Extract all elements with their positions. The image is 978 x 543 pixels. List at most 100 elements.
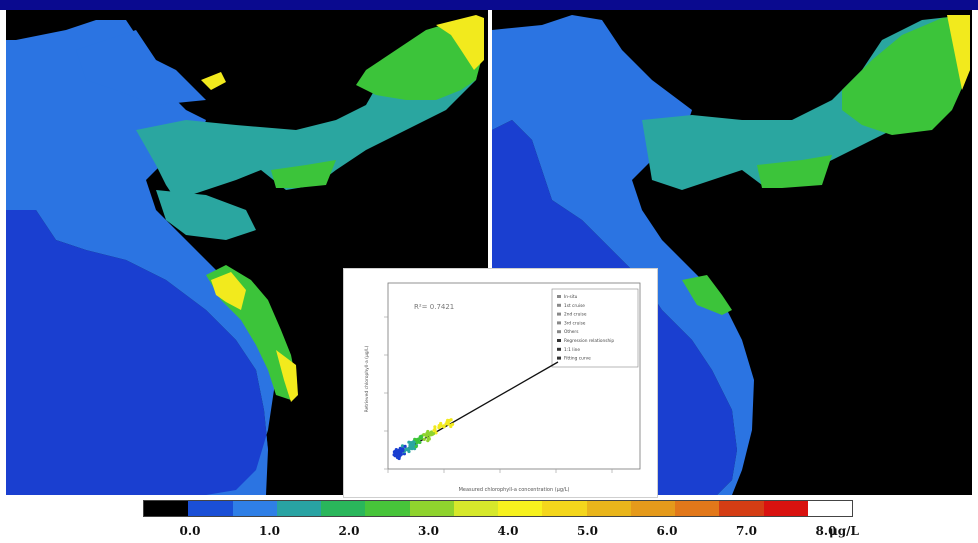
colorbar-segment: [453, 501, 498, 516]
scatter-inset: R²= 0.7421 Retrieved chlorophyll-a (μg/L…: [343, 268, 658, 498]
colorbar-segment: [365, 501, 410, 516]
legend-entry: In-situ: [564, 294, 578, 300]
scatter-point: [445, 420, 449, 424]
scatter-point: [426, 439, 430, 443]
colorbar-segment: [542, 501, 587, 516]
legend: In-situ 1st cruise 2nd cruise 3rd cruise Oth…: [557, 294, 614, 362]
bay-water: [6, 20, 276, 495]
colorbar-segment: [675, 501, 720, 516]
y-ticks: [384, 316, 388, 470]
center-coastal-green: [271, 160, 336, 188]
island: [236, 200, 242, 206]
colorbar-segment: [719, 501, 764, 516]
scatter-point: [415, 440, 419, 444]
colorbar-tick-label: 4.0: [497, 524, 519, 538]
colorbar-segment: [321, 501, 366, 516]
legend-marker: [557, 339, 561, 342]
scatter-point: [393, 453, 397, 457]
colorbar-unit: μg/L: [829, 524, 859, 538]
scatter-point: [414, 444, 418, 449]
ne-coastal-green: [356, 18, 484, 100]
scatter-point: [419, 436, 424, 440]
legend-entry: Regression relationship: [564, 338, 614, 344]
scatter-point: [408, 443, 412, 447]
colorbar-tick-label: 7.0: [736, 524, 757, 538]
scatter-point: [449, 418, 453, 422]
top-band: [0, 0, 978, 10]
chlorophyll-map-left: [6, 10, 488, 495]
legend-entry: 1st cruise: [564, 303, 585, 309]
colorbar-tick-label: 5.0: [577, 524, 598, 538]
scatter-point: [406, 447, 410, 452]
deep-sea: [6, 210, 268, 495]
scatter-point: [411, 440, 416, 444]
colorbar-tick-label: 0.0: [179, 524, 201, 538]
legend-marker: [557, 295, 561, 298]
colorbar-segment: [586, 501, 631, 516]
colorbar-segment: [807, 501, 852, 516]
colorbar-tick-label: 2.0: [338, 524, 360, 538]
colorbar-segment: [276, 501, 321, 516]
scatter-point: [395, 449, 399, 453]
scatter-point: [422, 437, 426, 441]
shelf-channel-lower: [156, 190, 256, 240]
colorbar-segment: [144, 501, 189, 516]
scatter-point: [399, 452, 403, 456]
colorbar-segment: [409, 501, 454, 516]
legend-box: [551, 288, 639, 368]
scatter-point: [413, 437, 417, 441]
center-coastal-green: [757, 155, 832, 188]
scatter-point: [442, 425, 446, 429]
bay-water: [492, 15, 754, 495]
island: [502, 130, 516, 140]
island: [226, 185, 234, 193]
ne-coastal-yellow: [436, 15, 484, 70]
colorbar-segment: [630, 501, 675, 516]
scatter-point: [427, 431, 431, 435]
north-yellow-spot: [201, 72, 226, 90]
scatter-point: [403, 444, 407, 448]
colorbar: [143, 500, 853, 517]
scatter-point: [439, 424, 443, 428]
x-ticks: [387, 469, 613, 473]
scatter-points: [392, 418, 455, 461]
colorbar-tick-label: 3.0: [418, 524, 439, 538]
scatter-point: [451, 422, 455, 426]
upper-inlet: [76, 30, 206, 105]
se-coastal-yellow-2: [276, 350, 298, 402]
scatter-point: [398, 448, 402, 452]
scatter-point: [433, 425, 437, 429]
scatter-point: [412, 443, 416, 447]
colorbar-tick-label: 1.0: [259, 524, 280, 538]
legend-entry: 1:1 line: [564, 347, 580, 353]
legend-marker: [557, 312, 561, 316]
ne-coastal-green: [842, 15, 970, 135]
scatter-point: [396, 452, 400, 456]
legend-entry: Fitting curve: [564, 356, 591, 362]
colorbar-segment: [188, 501, 233, 516]
legend-entry: 2nd cruise: [564, 312, 587, 318]
se-coastal-green: [682, 275, 732, 315]
scatter-point: [401, 449, 405, 453]
colorbar-segment: [498, 501, 543, 516]
scatter-point: [431, 432, 436, 436]
legend-entry: Others: [564, 329, 579, 335]
legend-marker: [557, 356, 561, 360]
scatter-point: [432, 428, 436, 432]
legend-marker: [557, 321, 561, 325]
colorbar-tick-label: 8.0: [815, 524, 837, 538]
ne-coastal-yellow: [947, 15, 970, 90]
y-axis-label: Retrieved chlorophyll-a (μg/L): [364, 345, 370, 412]
legend-marker: [557, 303, 561, 307]
scatter-point: [409, 446, 413, 450]
se-coastal-yellow: [211, 272, 246, 310]
legend-marker: [557, 330, 561, 334]
scatter-point: [422, 433, 426, 437]
x-axis-label: Measured chlorophyll-a concentration (μg…: [459, 487, 570, 493]
legend-entry: 3rd cruise: [564, 320, 586, 326]
annotation-text: R²= 0.7421: [414, 303, 454, 311]
scatter-point: [400, 444, 405, 448]
legend-marker: [557, 347, 561, 351]
colorbar-tick-label: 6.0: [656, 524, 678, 538]
